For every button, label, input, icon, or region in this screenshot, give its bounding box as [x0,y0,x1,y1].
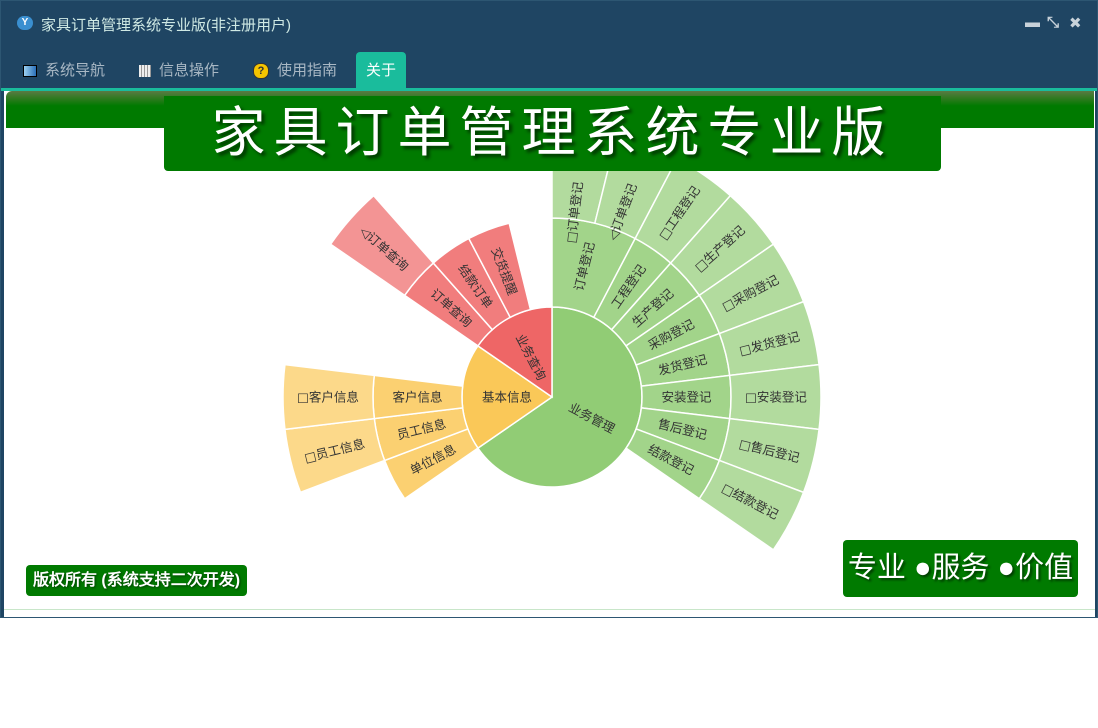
minimize-button[interactable]: ▬ [1025,14,1040,31]
sunburst-segment[interactable] [282,363,376,431]
tab-user-guide[interactable]: ? 使用指南 [253,52,337,88]
sunburst-label: □客户信息 [297,390,359,405]
sunburst-label: 基本信息 [482,390,532,405]
tab-about[interactable]: 关于 [356,52,407,88]
about-panel: 家具订单管理系统专业版 业务管理 订单登记 □订单登记 ◁订单登记 工程登记 □工程登记生… [4,91,1095,617]
sunburst-label: 客户信息 [392,390,442,405]
tab-label: 信息操作 [159,62,220,79]
tab-system-nav[interactable]: 系统导航 [23,52,105,88]
sunburst-segment[interactable] [329,194,435,297]
window-title: 家具订单管理系统专业版(非注册用户) [41,17,291,34]
sunburst-segment[interactable] [467,222,532,319]
tab-info-ops[interactable]: 信息操作 [139,52,219,88]
monitor-icon [23,65,37,78]
grid-icon [139,65,151,78]
copyright-badge: 版权所有 (系统支持二次开发) [26,565,247,596]
tab-label: 系统导航 [45,62,106,79]
close-button[interactable]: ✖ [1069,15,1082,32]
bottom-divider [4,609,1095,610]
tab-label: 使用指南 [277,62,338,79]
tab-underline [1,88,1097,91]
tab-label: 关于 [366,62,397,79]
app-window: Y 家具订单管理系统专业版(非注册用户) ▬ ⤡ ✖ 系统导航 信息操作 ? 使用… [0,0,1098,618]
banner-title: 家具订单管理系统专业版 [164,96,941,171]
slogan-badge: 专业 ●服务 ●价值 [843,540,1078,597]
restore-button[interactable]: ⤡ [1047,14,1060,31]
sunburst-segment[interactable] [698,459,805,551]
help-icon: ? [253,63,269,80]
sunburst-label: □安装登记 [745,390,807,405]
sunburst-label: 安装登记 [661,390,712,405]
app-logo-icon: Y [17,16,33,30]
sunburst-label: □订单登记 [563,180,585,244]
